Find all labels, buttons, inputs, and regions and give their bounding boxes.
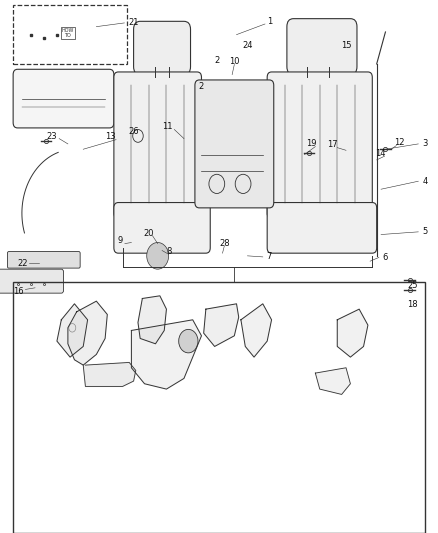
Text: HOW
TO: HOW TO <box>62 28 74 38</box>
Text: 21: 21 <box>128 19 139 27</box>
Text: 26: 26 <box>128 127 139 136</box>
Circle shape <box>147 243 169 269</box>
Text: 18: 18 <box>407 301 418 309</box>
Text: 10: 10 <box>229 58 240 66</box>
FancyBboxPatch shape <box>0 269 64 293</box>
Text: 22: 22 <box>18 259 28 268</box>
Circle shape <box>179 329 198 353</box>
FancyBboxPatch shape <box>267 203 377 253</box>
Polygon shape <box>131 320 201 389</box>
Text: 11: 11 <box>162 123 173 131</box>
Text: 14: 14 <box>375 149 385 158</box>
Text: 25: 25 <box>407 281 418 289</box>
Text: 13: 13 <box>106 133 116 141</box>
Text: 24: 24 <box>242 41 253 50</box>
Text: 23: 23 <box>46 133 57 141</box>
FancyBboxPatch shape <box>134 21 191 75</box>
FancyBboxPatch shape <box>7 252 80 268</box>
FancyBboxPatch shape <box>195 80 274 208</box>
Text: 20: 20 <box>144 229 154 238</box>
FancyBboxPatch shape <box>287 19 357 75</box>
FancyBboxPatch shape <box>267 72 372 219</box>
Text: 1: 1 <box>267 17 272 26</box>
Polygon shape <box>337 309 368 357</box>
Polygon shape <box>138 296 166 344</box>
Text: 9: 9 <box>118 237 123 245</box>
Text: 15: 15 <box>341 41 351 50</box>
Polygon shape <box>315 368 350 394</box>
Text: 5: 5 <box>422 228 427 236</box>
Text: 3: 3 <box>422 140 427 148</box>
Text: 4: 4 <box>422 177 427 185</box>
Text: 7: 7 <box>267 253 272 261</box>
Text: 2: 2 <box>198 82 203 91</box>
Text: 8: 8 <box>166 247 171 256</box>
Text: 12: 12 <box>394 139 405 147</box>
Text: 17: 17 <box>328 141 338 149</box>
FancyBboxPatch shape <box>114 72 201 219</box>
Text: 2: 2 <box>214 56 219 64</box>
Bar <box>13 5 127 64</box>
Polygon shape <box>68 301 107 365</box>
Polygon shape <box>57 304 88 357</box>
Polygon shape <box>83 362 136 386</box>
Polygon shape <box>204 304 239 346</box>
Text: 28: 28 <box>219 239 230 248</box>
FancyBboxPatch shape <box>13 69 114 128</box>
Polygon shape <box>241 304 272 357</box>
FancyBboxPatch shape <box>114 203 210 253</box>
Text: 6: 6 <box>383 253 388 262</box>
Text: 19: 19 <box>306 140 316 148</box>
Bar <box>13 282 425 533</box>
Text: 16: 16 <box>13 287 24 295</box>
